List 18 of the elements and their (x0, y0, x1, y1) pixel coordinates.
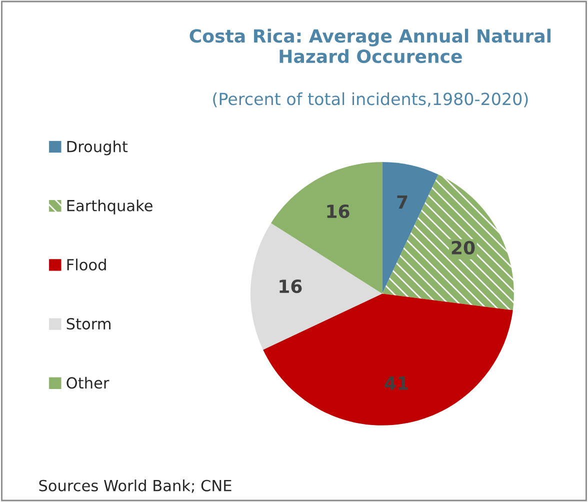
pie-slice (270, 162, 382, 294)
legend-label: Earthquake (67, 200, 152, 214)
legend-label: Storm (66, 318, 110, 330)
data-label: 16 (280, 279, 302, 294)
pie-slice (263, 294, 513, 426)
chart-subtitle: (Percent of total incidents,1980-2020) (213, 92, 528, 108)
data-label: 7 (397, 196, 408, 209)
pie-slice (382, 162, 438, 294)
source-note: Sources World Bank; CNE (39, 480, 232, 493)
data-label: 41 (384, 376, 408, 390)
chart-title: Costa Rica: Average Annual Natural Hazard Occurence (190, 28, 550, 64)
data-label: 16 (327, 204, 350, 218)
data-label: 20 (452, 240, 475, 254)
legend-label: Flood (67, 258, 106, 270)
pie-slice (382, 174, 514, 310)
legend-label: Other (66, 376, 110, 389)
legend-label: Drought (67, 140, 128, 156)
pie-slice (250, 223, 382, 350)
